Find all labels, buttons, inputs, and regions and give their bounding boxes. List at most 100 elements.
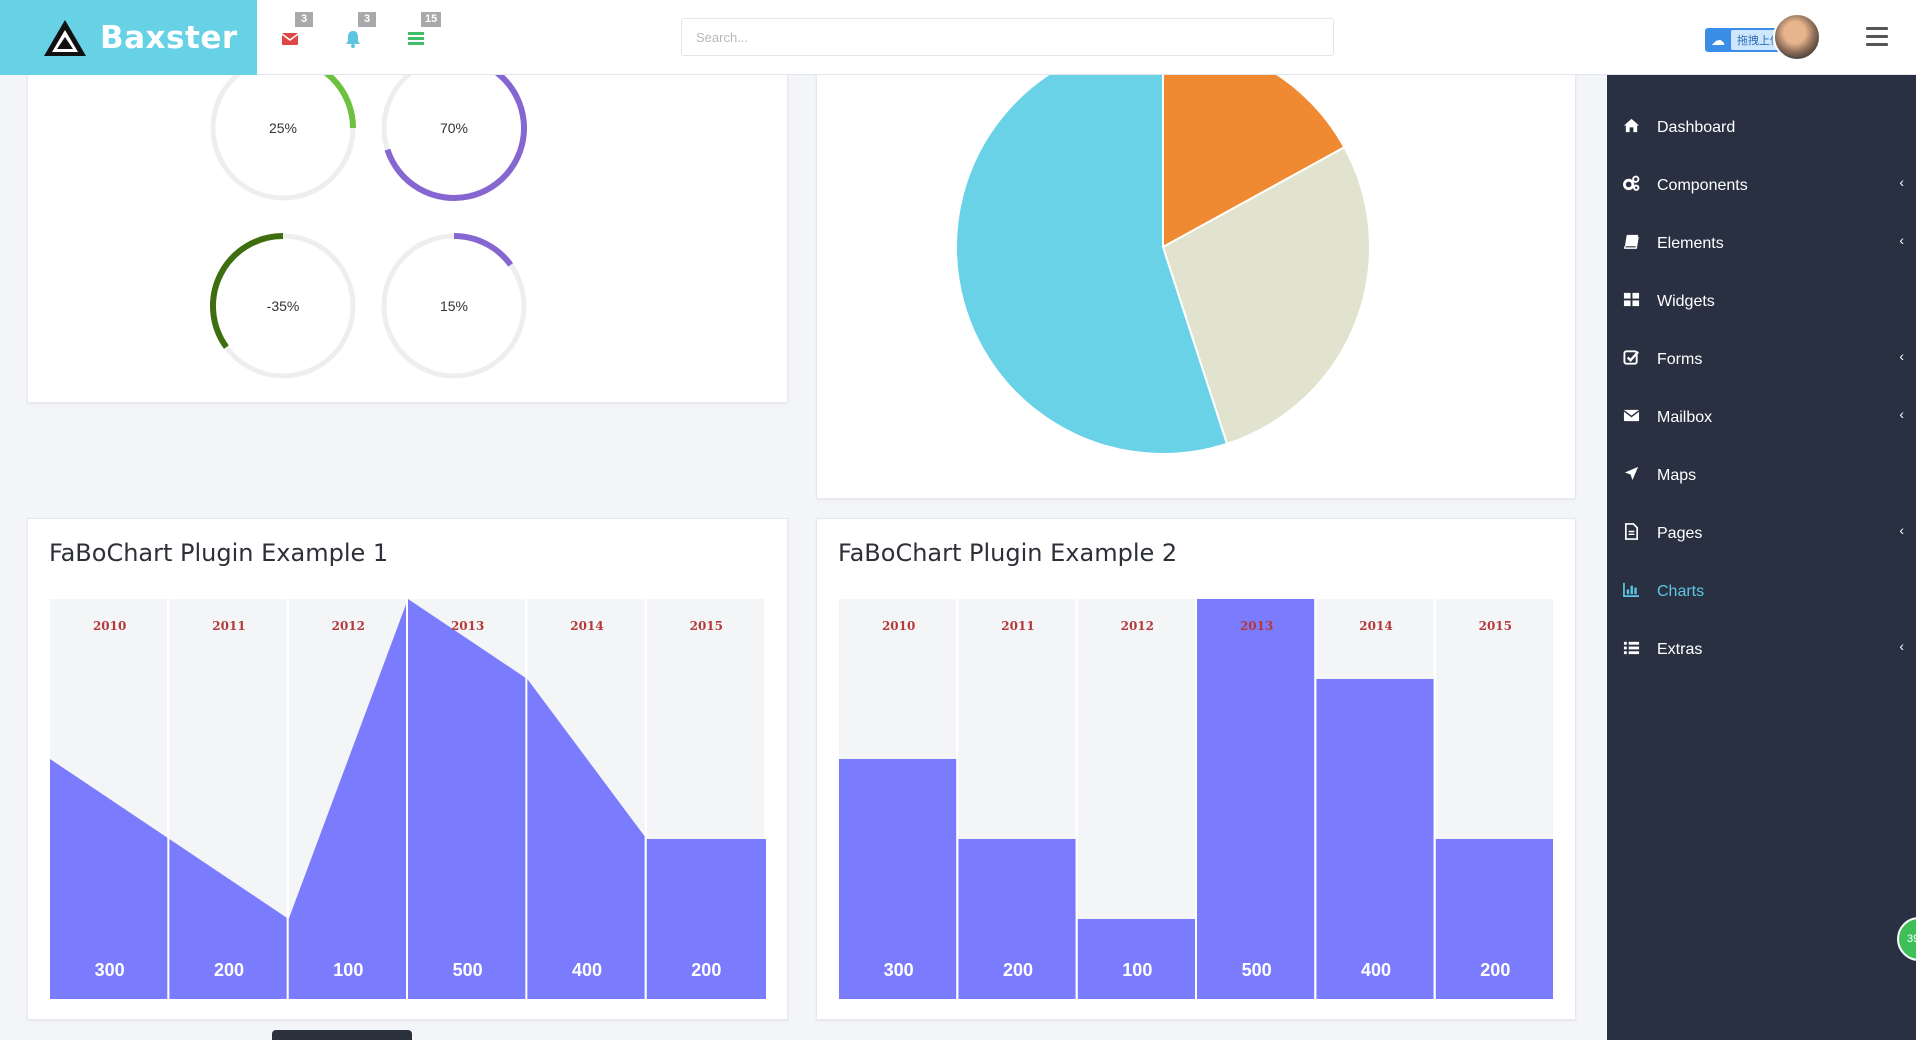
avatar[interactable]	[1773, 13, 1821, 61]
bell-icon	[346, 31, 360, 48]
chevron-left-icon: ‹	[1899, 638, 1904, 654]
search-input[interactable]	[681, 18, 1334, 56]
sidebar-item-pages[interactable]: Pages ‹	[1607, 514, 1916, 554]
area-segment[interactable]	[527, 679, 647, 999]
chevron-left-icon: ‹	[1899, 232, 1904, 248]
fabochart-card-1: FaBoChart Plugin Example 1 2010 300 2011 20…	[27, 518, 788, 1020]
top-bar: Baxster 3 3 15 ☁ 拖拽上传	[0, 0, 1916, 75]
sidebar-item-extras[interactable]: Extras ‹	[1607, 630, 1916, 670]
tick-label: 2011	[1001, 619, 1035, 633]
book-icon	[1621, 233, 1641, 255]
gauge-arc	[210, 233, 284, 349]
gauges-card: 25% 70% -35% 15%	[27, 40, 788, 403]
check-square-icon	[1621, 349, 1641, 371]
chevron-left-icon: ‹	[1899, 348, 1904, 364]
data-label: 100	[333, 960, 364, 980]
messages-button[interactable]: 3	[281, 12, 313, 50]
bar[interactable]	[1435, 839, 1553, 999]
gauge-label: 70%	[439, 120, 469, 136]
notifications-badge: 3	[358, 12, 376, 27]
chevron-left-icon: ‹	[1899, 174, 1904, 190]
data-label: 300	[883, 960, 914, 980]
tick-label: 2010	[92, 619, 127, 633]
pie-chart-card	[816, 40, 1576, 499]
tick-label: 2015	[1478, 619, 1513, 633]
data-label: 200	[1480, 960, 1511, 980]
grid-icon	[1621, 291, 1641, 313]
pie-slice[interactable]	[1161, 145, 1371, 446]
gauge: 70%	[379, 53, 529, 203]
menu-toggle-button[interactable]	[1866, 27, 1888, 47]
area-segment[interactable]	[646, 839, 766, 999]
sidebar-item-mailbox[interactable]: Mailbox ‹	[1607, 398, 1916, 438]
chevron-left-icon: ‹	[1899, 406, 1904, 422]
sidebar-item-charts[interactable]: Charts	[1607, 572, 1916, 612]
cloud-icon: ☁	[1711, 31, 1725, 48]
hamburger-icon	[1866, 27, 1888, 30]
sidebar: Dashboard Components ‹ Elements ‹ Widget…	[1607, 75, 1916, 1040]
sidebar-item-label: Forms	[1657, 351, 1703, 368]
sidebar-item-forms[interactable]: Forms ‹	[1607, 340, 1916, 380]
sidebar-item-dashboard[interactable]: Dashboard	[1607, 108, 1916, 148]
chart-title: FaBoChart Plugin Example 1	[49, 539, 389, 567]
sidebar-item-label: Maps	[1657, 467, 1697, 484]
bar[interactable]	[1197, 599, 1315, 999]
tick-label: 2014	[1359, 619, 1393, 633]
area-segment[interactable]	[50, 759, 170, 999]
bar[interactable]	[839, 759, 957, 999]
tick-label: 2013	[450, 619, 485, 633]
sidebar-item-label: Mailbox	[1657, 409, 1713, 426]
fabochart-card-2: FaBoChart Plugin Example 2 2010 300 2011 20…	[816, 518, 1576, 1020]
data-label: 200	[213, 960, 245, 980]
sidebar-item-elements[interactable]: Elements ‹	[1607, 224, 1916, 264]
gauge-label: 15%	[439, 298, 469, 314]
bar-chart-icon	[1621, 581, 1641, 603]
area-segment[interactable]	[288, 599, 408, 999]
list-icon	[408, 32, 424, 45]
sidebar-item-components[interactable]: Components ‹	[1607, 166, 1916, 206]
sidebar-item-label: Dashboard	[1657, 119, 1736, 136]
bottom-scroll-chip[interactable]	[272, 1030, 412, 1040]
chart-title: FaBoChart Plugin Example 2	[838, 539, 1178, 567]
data-label: 400	[1360, 960, 1392, 980]
sidebar-item-label: Components	[1657, 177, 1748, 194]
sidebar-item-widgets[interactable]: Widgets	[1607, 282, 1916, 322]
sidebar-item-maps[interactable]: Maps	[1607, 456, 1916, 496]
bar[interactable]	[1077, 919, 1195, 999]
chevron-left-icon: ‹	[1899, 522, 1904, 538]
envelope-icon	[281, 33, 299, 45]
data-label: 200	[691, 960, 722, 980]
tick-label: 2012	[1120, 619, 1155, 633]
tick-label: 2012	[331, 619, 366, 633]
notifications-button[interactable]: 3	[344, 12, 376, 50]
messages-badge: 3	[295, 12, 313, 27]
bar[interactable]	[1316, 679, 1434, 999]
brand-name: Baxster	[100, 19, 238, 56]
sidebar-item-label: Pages	[1657, 525, 1703, 542]
tick-label: 2011	[212, 619, 246, 633]
data-label: 500	[452, 960, 483, 980]
area-segment[interactable]	[169, 839, 289, 999]
tasks-button[interactable]: 15	[407, 12, 442, 50]
gauge: 15%	[379, 231, 529, 381]
file-icon	[1621, 523, 1641, 545]
sidebar-item-label: Extras	[1657, 641, 1703, 658]
list-icon	[1621, 639, 1641, 661]
triangle-logo-icon	[44, 19, 86, 56]
area-segment[interactable]	[408, 599, 528, 999]
sidebar-item-label: Elements	[1657, 235, 1724, 252]
tick-label: 2015	[689, 619, 724, 633]
data-label: 400	[571, 960, 603, 980]
gauge: -35%	[208, 231, 358, 381]
location-arrow-icon	[1621, 465, 1641, 487]
area-series	[50, 599, 766, 999]
data-label: 500	[1241, 960, 1272, 980]
gauge-label: 25%	[268, 120, 298, 136]
bar-series	[839, 599, 1553, 999]
pie-chart	[955, 41, 1371, 455]
tasks-badge: 15	[421, 12, 442, 27]
bar[interactable]	[958, 839, 1076, 999]
sidebar-item-label: Widgets	[1657, 293, 1715, 310]
area-chart: 2010 300 2011 200 2012 100 2013 500 2014 400 2015 2…	[50, 599, 766, 999]
brand-logo[interactable]: Baxster	[0, 0, 257, 75]
